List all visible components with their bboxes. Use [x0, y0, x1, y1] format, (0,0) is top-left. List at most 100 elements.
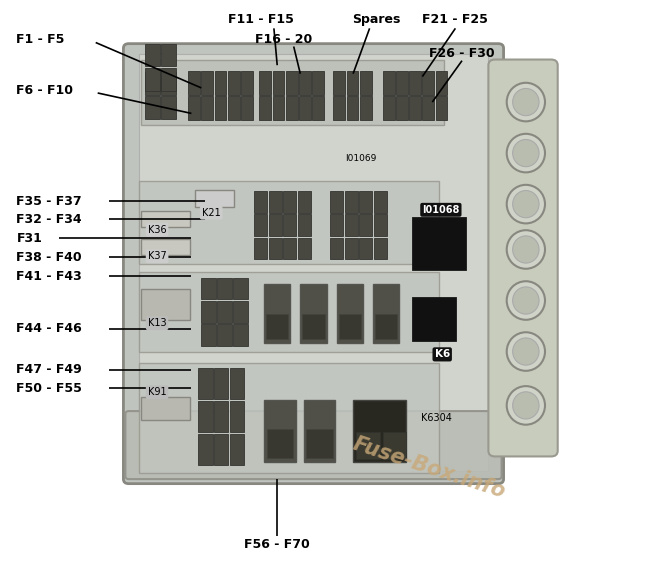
Text: F6 - F10: F6 - F10 [16, 84, 73, 97]
Bar [436, 71, 447, 95]
Bar [264, 400, 296, 462]
Bar [312, 96, 324, 120]
Bar [383, 432, 406, 459]
Bar [214, 434, 228, 465]
Bar [412, 218, 465, 269]
Text: K13: K13 [148, 318, 166, 328]
Text: K37: K37 [148, 251, 166, 261]
Bar [139, 272, 439, 352]
Bar [145, 96, 160, 119]
Bar [139, 54, 488, 471]
Text: K6304: K6304 [422, 413, 452, 424]
Bar [139, 181, 439, 264]
Bar [269, 214, 282, 236]
Bar [201, 96, 213, 120]
Bar [217, 324, 232, 346]
Bar [409, 71, 421, 95]
Bar [383, 96, 395, 120]
Text: F26 - F30: F26 - F30 [429, 48, 495, 60]
Bar [214, 368, 228, 399]
Text: F56 - F70: F56 - F70 [244, 538, 310, 551]
Bar [259, 71, 271, 95]
Bar [283, 191, 296, 213]
Ellipse shape [507, 134, 545, 172]
Bar [360, 96, 372, 120]
Bar [298, 214, 311, 236]
FancyBboxPatch shape [123, 44, 504, 484]
Bar [374, 191, 387, 213]
Bar [299, 96, 311, 120]
Bar [330, 214, 343, 236]
Bar [337, 284, 363, 343]
Text: K21: K21 [202, 208, 220, 218]
Bar [422, 71, 434, 95]
Bar [374, 214, 387, 236]
Bar [141, 397, 190, 420]
Bar [201, 278, 216, 299]
Bar [161, 44, 176, 66]
Bar [233, 278, 248, 299]
Bar [345, 191, 358, 213]
Bar [298, 238, 311, 259]
Ellipse shape [513, 338, 539, 365]
Text: K6: K6 [434, 349, 450, 359]
Bar [195, 190, 234, 207]
Bar [283, 238, 296, 259]
Bar [345, 238, 358, 259]
Ellipse shape [507, 83, 545, 121]
Ellipse shape [513, 392, 539, 419]
Bar [254, 214, 267, 236]
Bar [283, 214, 296, 236]
Bar [359, 238, 372, 259]
Bar [333, 96, 345, 120]
Text: F32 - F34: F32 - F34 [16, 213, 82, 226]
Ellipse shape [507, 230, 545, 269]
Bar [145, 68, 160, 91]
Bar [375, 314, 397, 339]
Bar [273, 71, 284, 95]
Bar [139, 363, 439, 473]
Bar [298, 191, 311, 213]
FancyBboxPatch shape [488, 60, 558, 456]
Bar [230, 401, 244, 432]
Bar [254, 191, 267, 213]
Text: F47 - F49: F47 - F49 [16, 363, 82, 376]
Bar [141, 239, 190, 255]
Bar [312, 71, 324, 95]
Bar [141, 289, 190, 320]
Bar [269, 238, 282, 259]
Bar [330, 191, 343, 213]
Bar [254, 238, 267, 259]
Text: Fuse-Box.info: Fuse-Box.info [350, 434, 508, 502]
Bar [188, 71, 200, 95]
Bar [359, 214, 372, 236]
Bar [241, 96, 253, 120]
Text: F50 - F55: F50 - F55 [16, 382, 82, 395]
Text: F1 - F5: F1 - F5 [16, 33, 65, 46]
Bar [201, 71, 213, 95]
Bar [217, 278, 232, 299]
Bar [409, 96, 421, 120]
Bar [233, 324, 248, 346]
Bar [412, 298, 455, 340]
Ellipse shape [507, 332, 545, 371]
Bar [360, 71, 372, 95]
Bar [436, 96, 447, 120]
Bar [356, 432, 380, 459]
Bar [198, 368, 213, 399]
Bar [241, 71, 253, 95]
Bar [373, 284, 399, 343]
Bar [396, 96, 408, 120]
Bar [259, 96, 271, 120]
Bar [266, 314, 288, 339]
Text: K36: K36 [148, 225, 166, 235]
Bar [201, 324, 216, 346]
Text: F35 - F37: F35 - F37 [16, 195, 82, 208]
Bar [273, 96, 284, 120]
Bar [233, 301, 248, 323]
Text: I01068: I01068 [422, 205, 459, 215]
Bar [333, 71, 345, 95]
Text: K91: K91 [148, 387, 166, 397]
Bar [230, 434, 244, 465]
Bar [269, 191, 282, 213]
